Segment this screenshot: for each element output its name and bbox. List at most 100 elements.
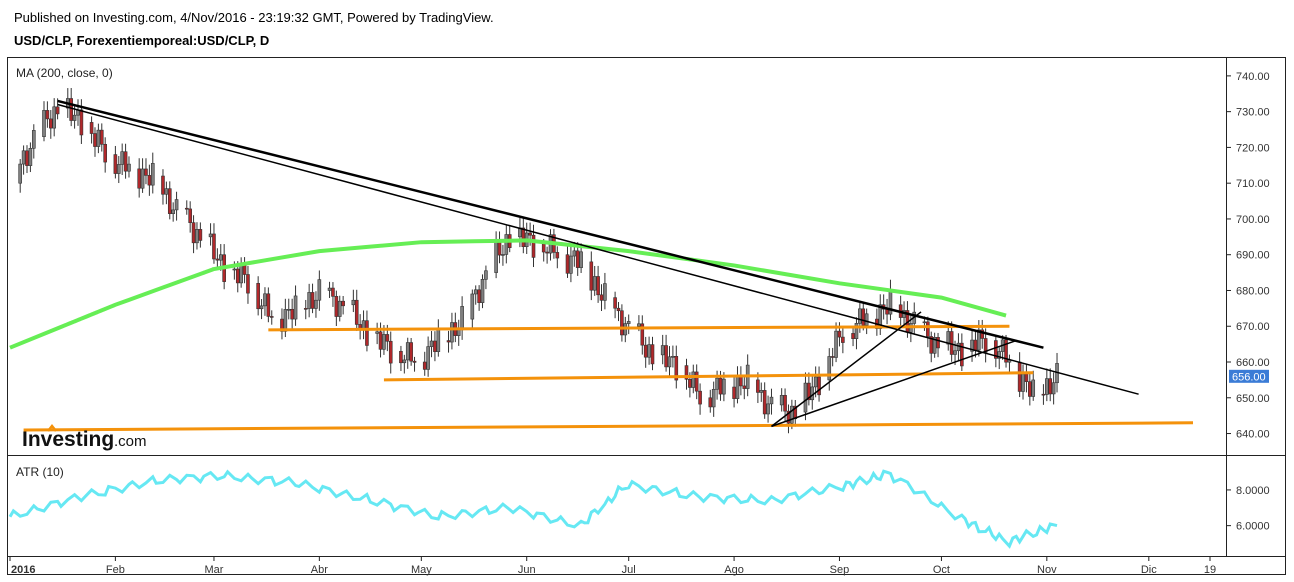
- time-tick-label: Abr: [311, 564, 328, 576]
- candle-body: [164, 188, 169, 195]
- atr-tick-label: 6.0000: [1236, 521, 1270, 533]
- candle-body: [55, 106, 60, 115]
- candle-body: [232, 268, 237, 271]
- candle-body: [341, 300, 345, 307]
- candle-body: [184, 207, 189, 210]
- candle-body: [303, 308, 308, 310]
- candle-body: [290, 308, 294, 320]
- candle-body: [21, 150, 26, 165]
- ma-indicator-label: MA (200, close, 0): [16, 66, 113, 80]
- candle-body: [521, 227, 526, 247]
- candle-body: [334, 296, 339, 317]
- candle-body: [688, 378, 692, 388]
- candle-body: [949, 331, 954, 355]
- candle-body: [732, 386, 736, 399]
- candle-body: [1017, 361, 1022, 392]
- candle-body: [970, 339, 974, 352]
- candle-body: [858, 308, 862, 324]
- time-tick-label: Sep: [830, 564, 850, 576]
- candle-body: [144, 168, 148, 176]
- candle-body: [841, 336, 845, 343]
- price-tick-label: 730.00: [1236, 107, 1270, 119]
- price-tick-label: 670.00: [1236, 321, 1270, 333]
- candle-body: [1031, 379, 1036, 397]
- price-tick-label: 720.00: [1236, 142, 1270, 154]
- candle-body: [263, 293, 267, 307]
- candle-body: [212, 233, 216, 260]
- candle-body: [460, 306, 464, 331]
- candle-body: [718, 377, 723, 395]
- candle-body: [572, 250, 577, 257]
- atr-value-axis: 8.0000 6.0000: [1226, 485, 1270, 533]
- candle-body: [409, 342, 413, 362]
- candle-body: [837, 330, 842, 338]
- candle-body: [215, 258, 220, 261]
- candle-body: [470, 293, 475, 320]
- candle-body: [412, 360, 417, 363]
- price-tick-label: 700.00: [1236, 214, 1270, 226]
- candle-body: [922, 321, 927, 324]
- candle-body: [528, 232, 532, 236]
- candle-body: [722, 378, 726, 395]
- candle-body: [671, 355, 675, 358]
- price-tick-label: 740.00: [1236, 71, 1270, 83]
- candle-body: [42, 110, 46, 137]
- candle-body: [195, 229, 199, 244]
- support-level-line: [383, 371, 1034, 382]
- atr-line: [8, 469, 1058, 549]
- candle-body: [354, 299, 359, 325]
- candle-body: [541, 243, 546, 253]
- candle-body: [351, 299, 356, 306]
- candle-body: [779, 395, 784, 406]
- candle-body: [1041, 393, 1046, 396]
- candle-body: [269, 316, 274, 318]
- candle-body: [766, 403, 770, 415]
- candle-body: [973, 339, 978, 351]
- candle-body: [93, 133, 97, 147]
- candle-body: [783, 395, 787, 412]
- candle-body: [140, 168, 145, 189]
- candle-body: [807, 382, 811, 401]
- candle-body: [851, 333, 855, 339]
- candle-body: [283, 309, 288, 332]
- price-tick-label: 710.00: [1236, 178, 1270, 190]
- candle-body: [616, 307, 621, 312]
- logo-suffix: .com: [114, 433, 147, 450]
- candle-body: [171, 209, 175, 214]
- candle-body: [626, 321, 631, 324]
- main-price-axis: 740.00 730.00 720.00 710.00 700.00 690.00 680.…: [1226, 71, 1270, 441]
- candle-body: [127, 163, 131, 172]
- candle-body: [477, 289, 481, 303]
- logo-word: Investing: [22, 428, 114, 451]
- candle-body: [72, 114, 77, 121]
- candle-body: [698, 390, 702, 405]
- candle-body: [759, 390, 764, 393]
- atr-indicator-label: ATR (10): [16, 465, 64, 479]
- candle-body: [596, 276, 600, 296]
- candle-body: [997, 351, 1002, 359]
- candle-body: [480, 279, 485, 303]
- symbol-title: USD/CLP, Forexentiemporeal:USD/CLP, D: [14, 33, 270, 48]
- candle-body: [422, 361, 427, 370]
- price-tick-label: 680.00: [1236, 285, 1270, 297]
- candle-body: [531, 234, 536, 258]
- candle-body: [980, 329, 985, 339]
- candle-body: [977, 329, 981, 351]
- candle-body: [48, 118, 53, 129]
- candle-body: [501, 254, 505, 256]
- candle-body: [620, 310, 624, 336]
- candle-body: [864, 313, 869, 326]
- candle-body: [936, 337, 940, 349]
- candle-body: [256, 283, 260, 310]
- candle-body: [99, 129, 104, 145]
- candle-body: [120, 151, 124, 165]
- trend-line: [57, 99, 1044, 349]
- candle-body: [1045, 378, 1049, 395]
- candle-body: [426, 346, 430, 370]
- time-tick-label: Nov: [1037, 564, 1057, 576]
- price-badge-bg: [1229, 369, 1269, 383]
- candle-body: [694, 371, 699, 392]
- candle-body: [246, 274, 250, 294]
- logo-arrow-icon: [47, 423, 57, 432]
